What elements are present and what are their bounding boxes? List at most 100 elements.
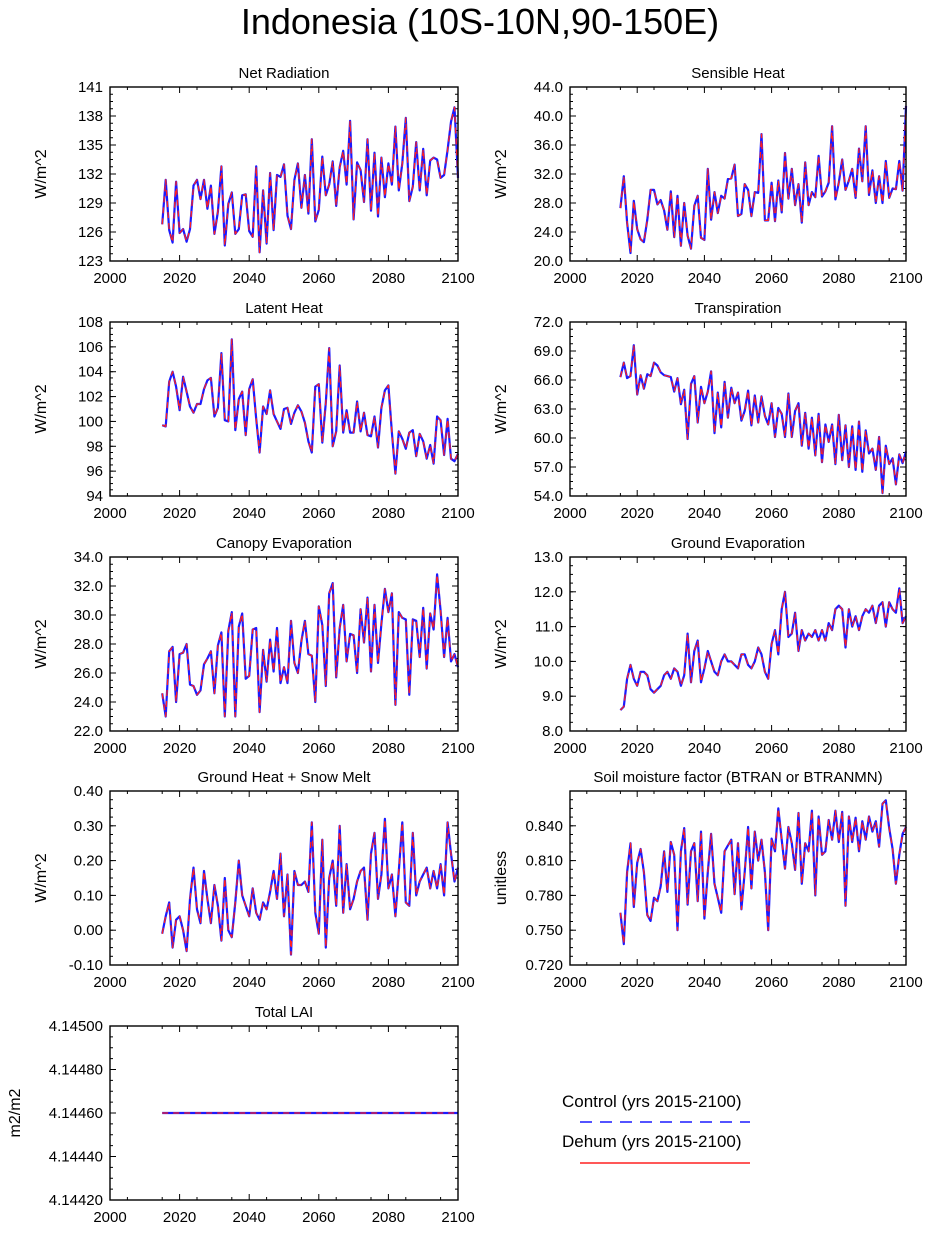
x-tick-label: 2080 bbox=[822, 505, 855, 522]
y-axis-label: W/m^2 bbox=[33, 384, 50, 433]
x-tick-label: 2000 bbox=[93, 505, 126, 522]
y-tick-label: 4.14440 bbox=[49, 1149, 103, 1166]
x-tick-label: 2040 bbox=[688, 505, 721, 522]
legend: Control (yrs 2015-2100) Dehum (yrs 2015-… bbox=[562, 1092, 750, 1164]
x-tick-label: 2080 bbox=[372, 740, 405, 757]
y-tick-label: 0.840 bbox=[525, 818, 563, 835]
panel-ground-evaporation: Ground Evaporation W/m^2 2000 2020 2040 2060 2… bbox=[493, 535, 923, 757]
x-tick-label: 2020 bbox=[621, 974, 654, 991]
series-line-control bbox=[161, 573, 460, 718]
x-tick-label: 2000 bbox=[553, 740, 586, 757]
x-tick-label: 2100 bbox=[441, 1209, 474, 1226]
panel-soil-moisture-factor-btran-or-btranmn: Soil moisture factor (BTRAN or BTRANMN) u… bbox=[493, 769, 923, 991]
x-tick-label: 2060 bbox=[302, 974, 335, 991]
y-tick-label: 11.0 bbox=[535, 619, 563, 636]
y-tick-label: 135 bbox=[78, 137, 103, 154]
y-tick-label: 34.0 bbox=[74, 549, 103, 566]
x-tick-label: 2100 bbox=[889, 740, 922, 757]
x-tick-label: 2020 bbox=[621, 270, 654, 287]
y-tick-label: 66.0 bbox=[534, 372, 563, 389]
y-tick-label: 32.0 bbox=[534, 166, 563, 183]
panel-title: Soil moisture factor (BTRAN or BTRANMN) bbox=[593, 769, 882, 786]
x-tick-label: 2060 bbox=[302, 505, 335, 522]
y-tick-label: 138 bbox=[78, 108, 103, 125]
y-tick-label: 72.0 bbox=[534, 314, 563, 331]
x-tick-label: 2020 bbox=[163, 974, 196, 991]
x-tick-label: 2000 bbox=[93, 740, 126, 757]
y-axis-label: W/m^2 bbox=[33, 149, 50, 198]
panel-title: Canopy Evaporation bbox=[216, 535, 352, 552]
x-tick-label: 2100 bbox=[889, 505, 922, 522]
y-tick-label: 132 bbox=[78, 166, 103, 183]
panel-latent-heat: Latent Heat W/m^2 2000 2020 2040 2060 2080 2100… bbox=[33, 300, 475, 522]
x-tick-label: 2060 bbox=[755, 505, 788, 522]
x-tick-label: 2080 bbox=[372, 974, 405, 991]
panel-title: Latent Heat bbox=[245, 300, 323, 317]
x-tick-label: 2040 bbox=[688, 270, 721, 287]
panel-canopy-evaporation: Canopy Evaporation W/m^2 2000 2020 2040 2060 2… bbox=[33, 535, 475, 757]
y-tick-label: 60.0 bbox=[534, 430, 563, 447]
y-tick-label: 106 bbox=[78, 339, 103, 356]
y-tick-label: 102 bbox=[78, 389, 103, 406]
x-tick-label: 2060 bbox=[755, 740, 788, 757]
x-tick-label: 2080 bbox=[372, 270, 405, 287]
x-tick-label: 2100 bbox=[889, 974, 922, 991]
figure-title: Indonesia (10S-10N,90-150E) bbox=[241, 1, 719, 42]
series-line-dehum bbox=[161, 338, 459, 475]
plot-frame bbox=[109, 321, 459, 497]
y-tick-label: 104 bbox=[78, 364, 103, 381]
x-tick-label: 2000 bbox=[93, 1209, 126, 1226]
y-axis-label: W/m^2 bbox=[493, 149, 510, 198]
x-tick-label: 2020 bbox=[163, 740, 196, 757]
y-tick-label: 44.0 bbox=[534, 79, 563, 96]
x-tick-label: 2100 bbox=[441, 505, 474, 522]
y-tick-label: 22.0 bbox=[74, 723, 103, 740]
panel-title: Net Radiation bbox=[239, 65, 330, 82]
y-tick-label: 0.00 bbox=[74, 922, 103, 939]
y-tick-label: 4.14480 bbox=[49, 1062, 103, 1079]
y-tick-label: 12.0 bbox=[534, 584, 563, 601]
y-tick-label: 0.720 bbox=[525, 957, 563, 974]
y-tick-label: -0.10 bbox=[69, 957, 103, 974]
y-tick-label: 108 bbox=[78, 314, 103, 331]
x-tick-label: 2020 bbox=[163, 270, 196, 287]
y-tick-label: 28.0 bbox=[74, 636, 103, 653]
y-tick-label: 98 bbox=[86, 438, 103, 455]
plot-frame bbox=[109, 86, 459, 262]
series-line-dehum bbox=[619, 799, 907, 945]
x-tick-label: 2000 bbox=[553, 974, 586, 991]
series-line-control bbox=[619, 587, 907, 711]
x-tick-label: 2080 bbox=[822, 740, 855, 757]
y-tick-label: 0.40 bbox=[74, 783, 103, 800]
series-line-control bbox=[619, 344, 908, 495]
y-tick-label: 69.0 bbox=[534, 343, 563, 360]
panel-total-lai: Total LAI m2/m2 2000 2020 2040 2060 2080 2100 4.… bbox=[7, 1004, 475, 1226]
y-axis-label: unitless bbox=[493, 851, 510, 905]
series-line-dehum bbox=[161, 573, 459, 718]
panel-title: Sensible Heat bbox=[691, 65, 785, 82]
y-tick-label: 126 bbox=[78, 224, 103, 241]
y-tick-label: 4.14500 bbox=[49, 1018, 103, 1035]
y-tick-label: 0.30 bbox=[74, 818, 103, 835]
panel-net-radiation: Net Radiation W/m^2 2000 2020 2040 2060 2080 21… bbox=[33, 65, 475, 287]
x-tick-label: 2080 bbox=[822, 974, 855, 991]
x-tick-label: 2080 bbox=[822, 270, 855, 287]
y-tick-label: 94 bbox=[86, 488, 103, 505]
x-tick-label: 2040 bbox=[233, 1209, 266, 1226]
y-tick-label: 0.810 bbox=[525, 853, 563, 870]
plot-frame bbox=[569, 556, 907, 732]
y-tick-label: 24.0 bbox=[534, 224, 563, 241]
y-tick-label: 20.0 bbox=[534, 253, 563, 270]
x-tick-label: 2020 bbox=[621, 740, 654, 757]
x-tick-label: 2080 bbox=[372, 505, 405, 522]
y-tick-label: 100 bbox=[78, 413, 103, 430]
y-tick-label: 141 bbox=[78, 79, 103, 96]
y-tick-label: 26.0 bbox=[74, 665, 103, 682]
x-tick-label: 2040 bbox=[688, 740, 721, 757]
x-tick-label: 2100 bbox=[441, 974, 474, 991]
series-line-control bbox=[161, 817, 460, 956]
y-axis-label: W/m^2 bbox=[33, 853, 50, 902]
y-tick-label: 129 bbox=[78, 195, 103, 212]
panel-title: Transpiration bbox=[695, 300, 782, 317]
x-tick-label: 2020 bbox=[621, 505, 654, 522]
